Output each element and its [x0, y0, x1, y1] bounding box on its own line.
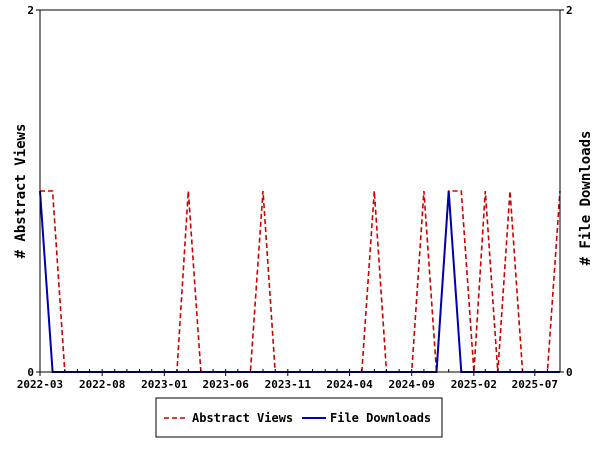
y-tick-label-right: 0 [566, 366, 573, 379]
legend: Abstract Views File Downloads [155, 397, 443, 438]
legend-label: Abstract Views [192, 411, 293, 425]
y-tick-label-right: 2 [566, 4, 573, 17]
y-axis-title-right: # File Downloads [578, 131, 594, 266]
x-tick-label: 2024-04 [326, 378, 373, 391]
y-axis-title-left: # Abstract Views [13, 124, 29, 259]
legend-box [155, 397, 443, 438]
x-tick-label: 2023-11 [265, 378, 312, 391]
x-tick-label: 2023-01 [141, 378, 188, 391]
x-tick-label: 2024-09 [389, 378, 435, 391]
x-tick-label: 2022-08 [79, 378, 125, 391]
x-tick-label: 2022-03 [17, 378, 63, 391]
y-tick-label-left: 0 [27, 366, 34, 379]
plot-background [40, 10, 560, 372]
axes-layer: 2022-03 2022-08 2023-01 2023-06 2023-11 2024-… [17, 4, 573, 391]
x-tick-label: 2025-07 [512, 378, 558, 391]
x-tick-label: 2023-06 [202, 378, 249, 391]
x-tick-label: 2025-02 [451, 378, 497, 391]
y-tick-label-left: 2 [27, 4, 34, 17]
legend-label: File Downloads [330, 411, 431, 425]
plot-area [40, 10, 560, 372]
